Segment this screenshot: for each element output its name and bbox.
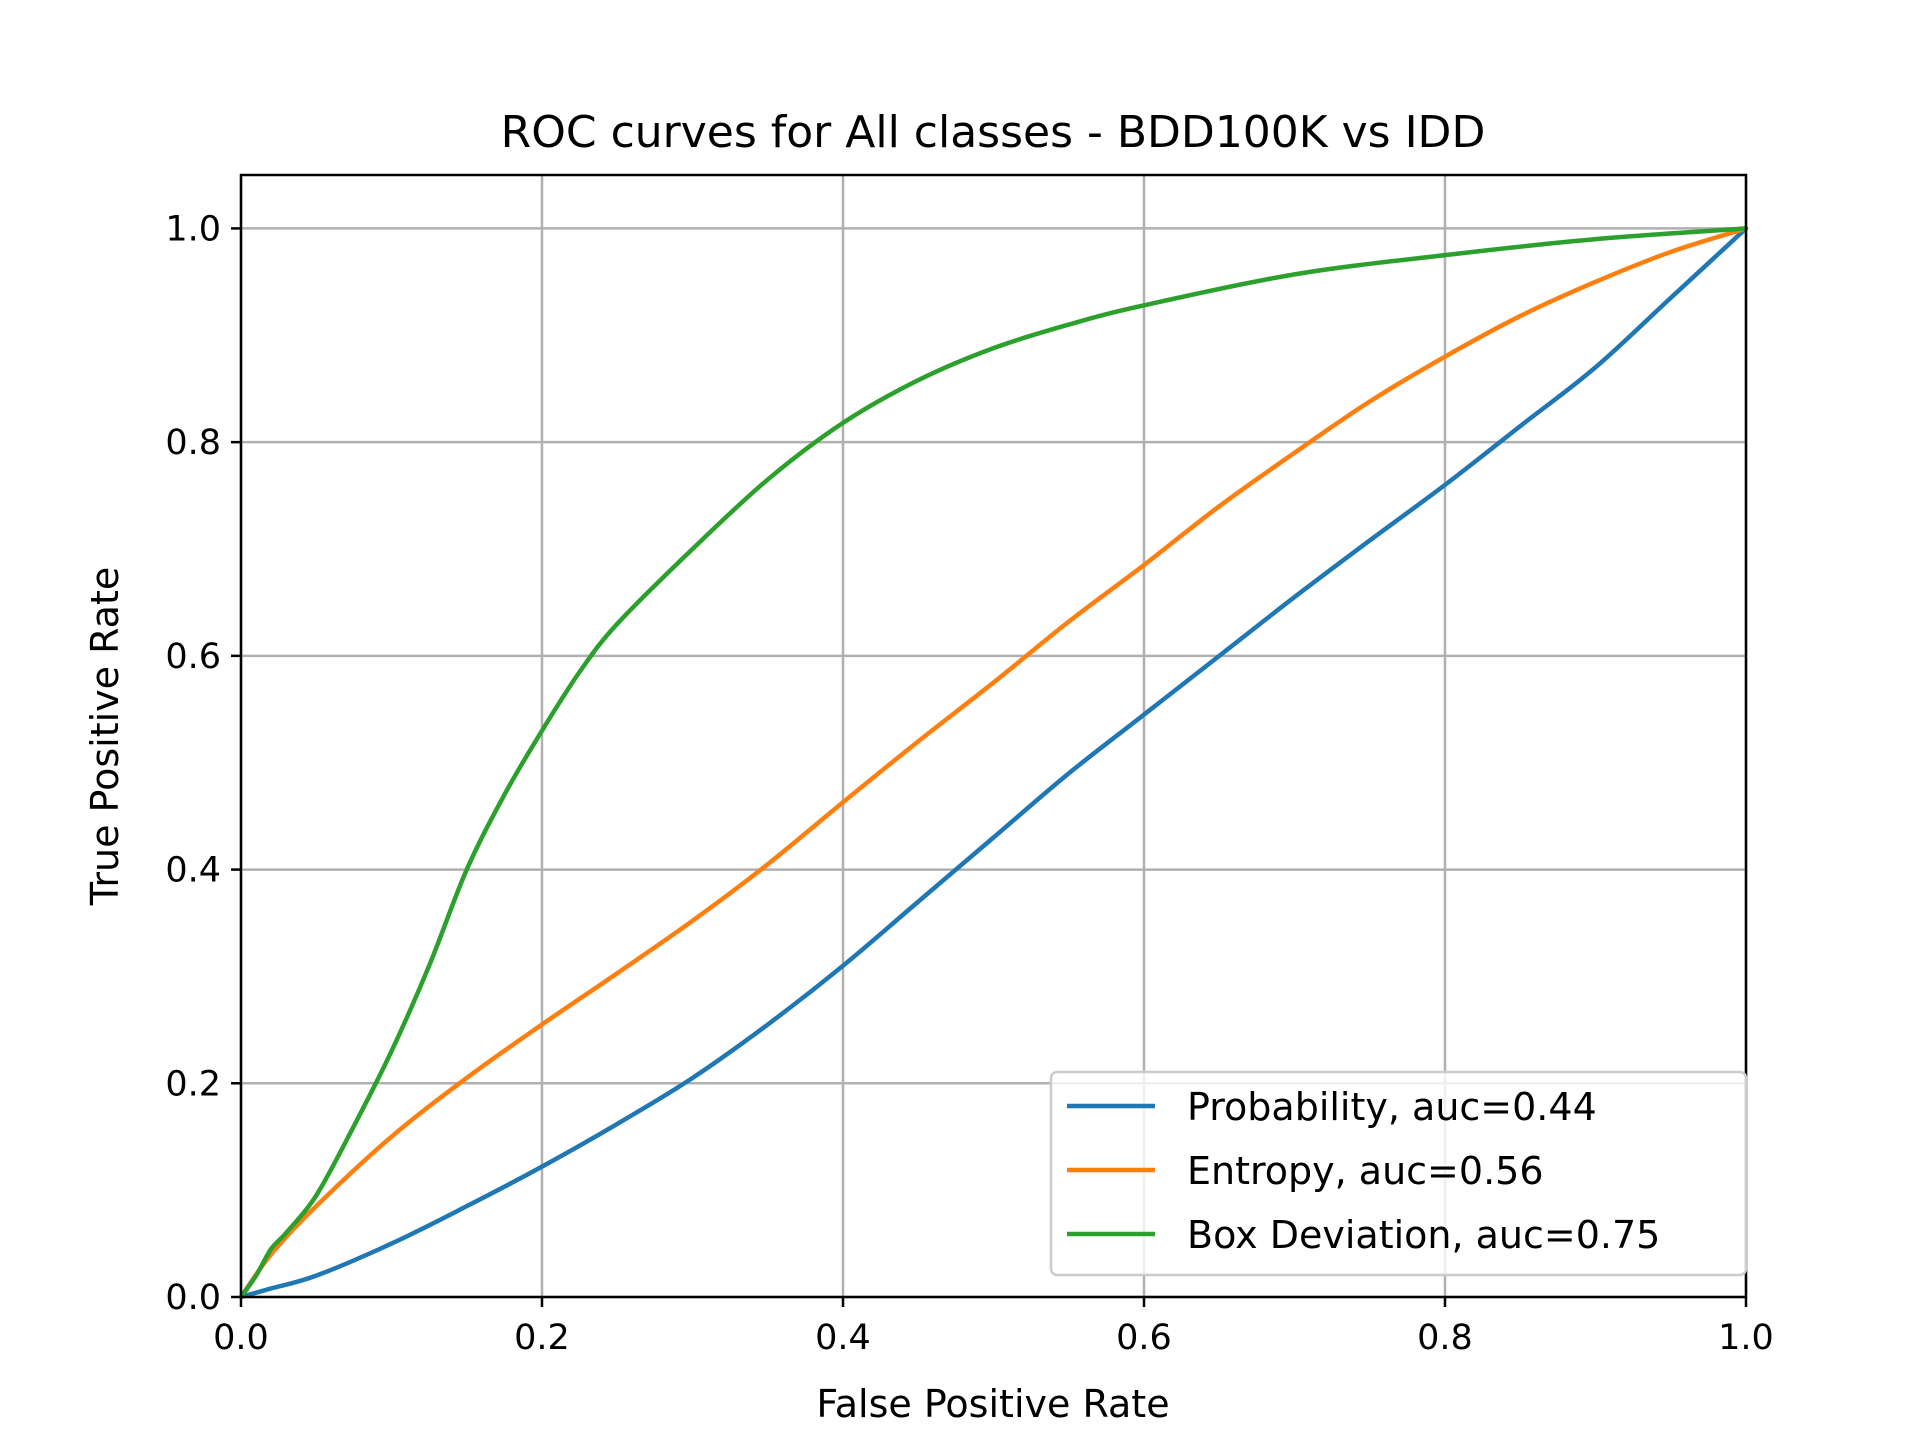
y-tick-label-3: 0.6	[165, 637, 221, 677]
x-tick-label-4: 0.8	[1417, 1318, 1473, 1358]
grid-lines	[239, 175, 1748, 1299]
y-axis-label: True Positive Rate	[83, 567, 127, 907]
legend-label-probability: Probability, auc=0.44	[1187, 1085, 1597, 1129]
x-tick-label-5: 1.0	[1718, 1318, 1774, 1358]
series-line-box-deviation	[238, 226, 1749, 1300]
y-tick-label-5: 1.0	[165, 209, 221, 249]
axis-ticks: 0.0 0.2 0.4 0.6 0.8 1.0 0.0 0.2 0.4 0.6 0.8 1.0	[165, 209, 1774, 1358]
x-tick-label-3: 0.6	[1116, 1318, 1172, 1358]
x-tick-label-0: 0.0	[213, 1318, 269, 1358]
chart-title: ROC curves for All classes - BDD100K vs …	[501, 107, 1486, 158]
y-tick-label-2: 0.4	[165, 851, 221, 891]
series-line-probability	[238, 226, 1749, 1300]
x-tick-label-2: 0.4	[815, 1318, 871, 1358]
series-lines	[238, 226, 1749, 1300]
legend-box	[1049, 1070, 1748, 1277]
legend: Probability, auc=0.44 Entropy, auc=0.56 …	[1049, 1070, 1748, 1277]
plot-frame	[239, 173, 1748, 1299]
x-tick-label-1: 0.2	[514, 1318, 570, 1358]
legend-label-entropy: Entropy, auc=0.56	[1187, 1149, 1544, 1193]
y-tick-label-4: 0.8	[165, 423, 221, 463]
y-tick-label-1: 0.2	[165, 1064, 221, 1104]
legend-label-box-deviation: Box Deviation, auc=0.75	[1187, 1213, 1660, 1257]
y-tick-label-0: 0.0	[165, 1278, 221, 1318]
series-line-entropy	[238, 226, 1749, 1300]
x-axis-label: False Positive Rate	[816, 1382, 1169, 1426]
